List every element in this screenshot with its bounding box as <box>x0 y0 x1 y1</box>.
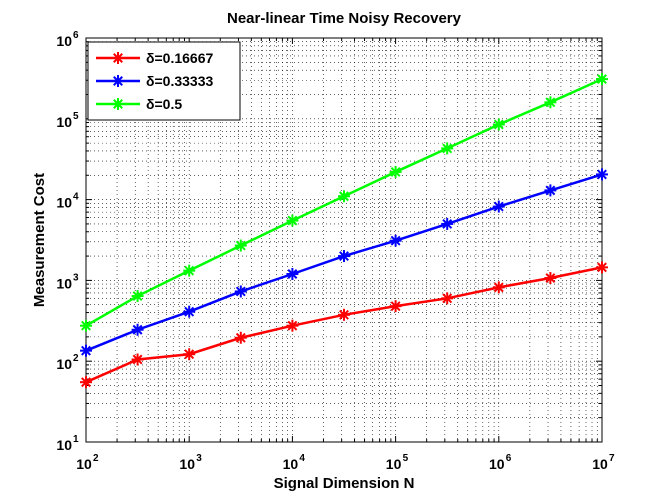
data-point-marker <box>286 268 299 281</box>
plot-area <box>85 37 603 443</box>
x-tick-label-exponent: 2 <box>93 453 99 464</box>
series-lines <box>80 73 608 389</box>
legend-entry: δ=0.5 <box>96 96 182 112</box>
x-axis-label: Signal Dimension N <box>274 475 415 492</box>
series <box>80 261 608 389</box>
legend-entry: δ=0.16667 <box>96 50 213 66</box>
data-point-marker <box>338 250 351 263</box>
data-point-marker <box>389 300 402 313</box>
x-tick-labels: 10 2 10 3 10 4 10 5 10 6 10 7 <box>76 453 615 472</box>
x-tick-label-exponent: 3 <box>196 453 202 464</box>
x-tick-label: 10 4 <box>283 453 306 472</box>
data-point-marker <box>80 344 92 357</box>
y-tick-label: 10 4 <box>56 192 79 211</box>
data-point-marker <box>544 96 557 109</box>
x-tick-label: 10 2 <box>76 453 99 472</box>
data-point-marker <box>80 376 92 389</box>
legend-entry: δ=0.33333 <box>96 73 213 89</box>
x-tick-label-base: 10 <box>179 456 195 472</box>
x-tick-label: 10 7 <box>592 453 615 472</box>
x-tick-label-base: 10 <box>76 456 92 472</box>
data-point-marker <box>183 264 196 277</box>
y-tick-label: 10 6 <box>56 30 79 49</box>
y-tick-label-exponent: 5 <box>73 111 79 122</box>
data-point-marker <box>234 285 247 298</box>
data-point-marker <box>492 281 505 294</box>
x-tick-label-exponent: 6 <box>506 453 512 464</box>
data-point-marker <box>596 168 608 181</box>
data-point-marker <box>234 331 247 344</box>
y-tick-label-exponent: 6 <box>73 30 79 41</box>
legend-label: δ=0.5 <box>146 96 182 112</box>
chart-title: Near-linear Time Noisy Recovery <box>227 10 462 27</box>
data-point-marker <box>131 353 144 366</box>
x-tick-label: 10 6 <box>489 453 512 472</box>
data-point-marker <box>131 323 144 336</box>
data-point-marker <box>596 261 608 274</box>
data-point-marker <box>338 190 351 203</box>
x-tick-label-base: 10 <box>489 456 505 472</box>
x-tick-label-base: 10 <box>592 456 608 472</box>
data-point-marker <box>183 305 196 318</box>
y-tick-label: 10 2 <box>56 353 79 372</box>
y-tick-label-base: 10 <box>56 437 72 453</box>
legend: δ=0.16667 δ=0.33333 δ=0.5 <box>87 41 241 121</box>
y-tick-label: 10 5 <box>56 111 79 130</box>
series <box>80 73 608 332</box>
y-tick-label-base: 10 <box>56 195 72 211</box>
series <box>80 168 608 357</box>
data-point-marker <box>441 217 454 230</box>
y-axis-label: Measurement Cost <box>31 173 48 307</box>
data-point-marker <box>596 73 608 86</box>
data-point-marker <box>286 319 299 332</box>
y-tick-label-base: 10 <box>56 275 72 291</box>
data-point-marker <box>492 200 505 213</box>
y-tick-label: 10 1 <box>56 434 79 453</box>
x-tick-label-base: 10 <box>283 456 299 472</box>
data-point-marker <box>286 214 299 227</box>
data-point-marker <box>112 75 124 87</box>
data-point-marker <box>492 118 505 131</box>
data-point-marker <box>234 239 247 252</box>
y-tick-label-base: 10 <box>56 114 72 130</box>
x-tick-label: 10 3 <box>179 453 202 472</box>
x-tick-label-exponent: 4 <box>299 453 305 464</box>
data-point-marker <box>441 292 454 305</box>
data-point-marker <box>389 165 402 178</box>
y-tick-label-exponent: 1 <box>73 434 79 445</box>
legend-label: δ=0.33333 <box>146 73 213 89</box>
data-point-marker <box>112 52 124 64</box>
x-tick-label: 10 5 <box>386 453 409 472</box>
y-tick-label-base: 10 <box>56 33 72 49</box>
grid <box>86 38 602 442</box>
y-tick-label-exponent: 3 <box>73 272 79 283</box>
y-tick-label-exponent: 4 <box>73 192 79 203</box>
data-point-marker <box>544 272 557 285</box>
data-point-marker <box>112 98 124 110</box>
y-tick-label-exponent: 2 <box>73 353 79 364</box>
data-point-marker <box>389 234 402 247</box>
data-point-marker <box>131 290 144 303</box>
data-point-marker <box>544 184 557 197</box>
x-tick-label-exponent: 5 <box>403 453 409 464</box>
y-tick-label: 10 3 <box>56 272 79 291</box>
data-point-marker <box>183 348 196 361</box>
data-point-marker <box>338 308 351 321</box>
data-point-marker <box>441 142 454 155</box>
x-tick-label-base: 10 <box>386 456 402 472</box>
data-point-marker <box>80 319 92 332</box>
x-tick-label-exponent: 7 <box>609 453 615 464</box>
y-tick-label-base: 10 <box>56 356 72 372</box>
legend-label: δ=0.16667 <box>146 50 213 66</box>
